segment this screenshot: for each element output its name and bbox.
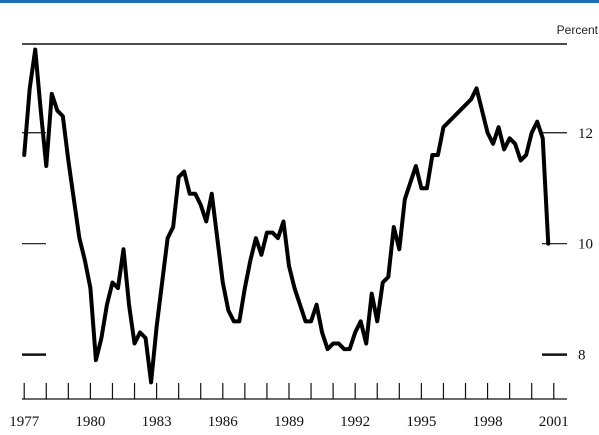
y-tick-label-10: 10 — [578, 237, 593, 253]
x-ticks — [23, 383, 555, 399]
x-tick-label-1983: 1983 — [142, 414, 172, 430]
series-line — [22, 47, 551, 385]
x-tick-label-1980: 1980 — [75, 414, 105, 430]
x-tick-label-1995: 1995 — [406, 414, 436, 430]
x-tick-label-1989: 1989 — [274, 414, 304, 430]
x-tick-label-1998: 1998 — [473, 414, 503, 430]
x-tick-label-1986: 1986 — [208, 414, 239, 430]
y-tick-label-8: 8 — [578, 348, 586, 364]
y-tick-label-12: 12 — [578, 126, 593, 142]
top-rule — [0, 0, 599, 3]
x-tick-labels: 1977 1980 1983 1986 1989 1992 1995 1998 2001 — [9, 414, 569, 430]
x-tick-label-1992: 1992 — [340, 414, 370, 430]
y-tick-labels: 8 10 12 — [578, 126, 593, 364]
x-tick-label-1977: 1977 — [9, 414, 40, 430]
x-tick-label-2001: 2001 — [539, 414, 569, 430]
unit-label: Percent — [557, 23, 599, 37]
y-tick-marks — [22, 132, 567, 356]
